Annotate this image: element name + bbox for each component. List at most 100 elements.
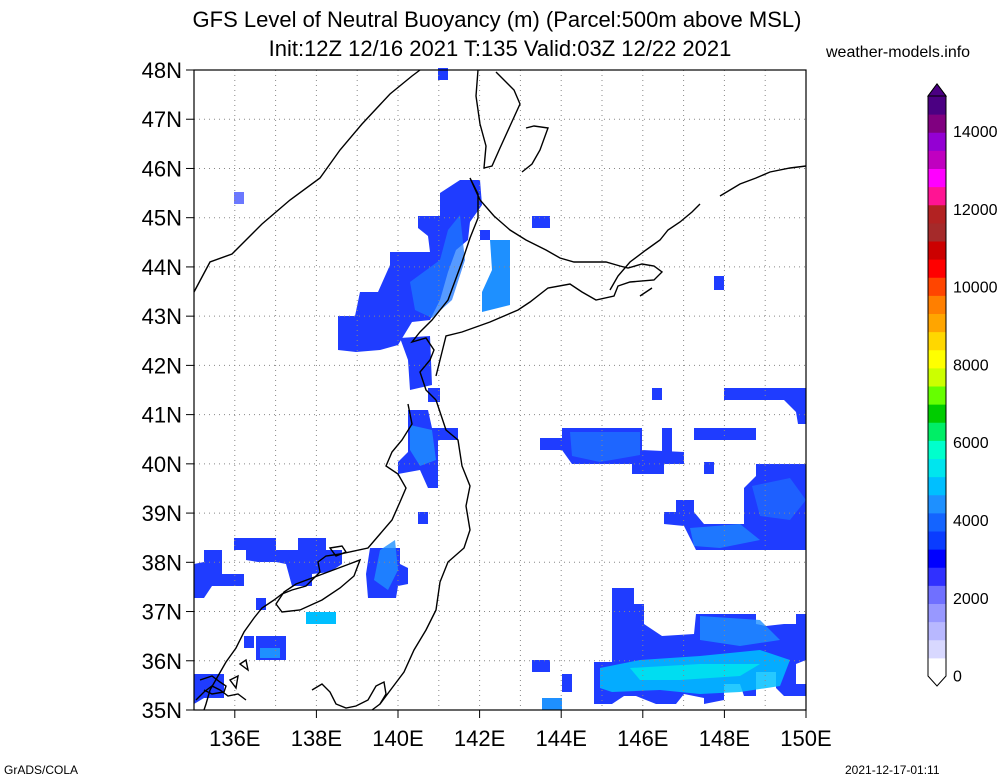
coast-hokkaido	[410, 177, 664, 401]
field-patch-y	[256, 598, 266, 610]
footer-timestamp: 2021-12-17-01:11	[845, 763, 940, 777]
field-patch-w	[194, 550, 244, 598]
lat-label: 42N	[142, 353, 182, 378]
colorbar-swatch	[928, 621, 946, 641]
lat-label: 39N	[142, 501, 182, 526]
colorbar-swatch	[928, 458, 946, 478]
colorbar-label: 4000	[953, 513, 989, 530]
lon-label: 138E	[291, 726, 342, 751]
site-label: weather-models.info	[826, 44, 971, 61]
colorbar-swatch	[928, 114, 946, 133]
colorbar-swatch	[928, 168, 946, 188]
field-patch-b	[482, 240, 510, 312]
colorbar-label: 12000	[953, 202, 998, 219]
field-patch-north	[338, 180, 482, 352]
coast-kuril	[609, 165, 807, 297]
colorbar-swatch	[928, 349, 946, 369]
colorbar-swatch	[928, 476, 946, 496]
field-patch-k2	[570, 432, 640, 462]
field-patch-o	[704, 462, 714, 474]
field-patch-f	[714, 276, 724, 290]
lat-label: 37N	[142, 600, 182, 625]
lat-label: 35N	[142, 698, 182, 723]
field-patch-p	[724, 388, 806, 424]
field-patch-s	[532, 660, 550, 672]
colorbar-label: 10000	[953, 280, 998, 297]
field-patch-l	[652, 388, 662, 400]
colorbar-swatch	[928, 639, 946, 659]
colorbar-swatch	[928, 331, 946, 351]
coast-honshu-east	[371, 399, 471, 711]
field-patch-m	[662, 428, 672, 452]
colorbar-label: 14000	[953, 124, 998, 141]
colorbar-swatch	[928, 132, 946, 151]
field-patch-c	[532, 216, 550, 228]
colorbar-swatch	[928, 96, 946, 115]
lat-label: 40N	[142, 452, 182, 477]
latitude-labels: 48N 47N 46N 45N 44N 43N 42N 41N 40N 39N 38N 37N 36N 3…	[142, 58, 194, 723]
lat-label: 43N	[142, 304, 182, 329]
coast-sakhalin	[475, 69, 549, 173]
lat-label: 45N	[142, 206, 182, 231]
lon-label: 144E	[536, 726, 587, 751]
colorbar-swatch	[928, 404, 946, 423]
field-patch-r3	[630, 664, 760, 680]
lat-label: 41N	[142, 403, 182, 428]
colorbar-label: 8000	[953, 357, 989, 374]
field-patch-q3	[752, 478, 806, 520]
lon-label: 150E	[780, 726, 831, 751]
lon-label: 148E	[699, 726, 750, 751]
colorbar-swatch	[928, 531, 946, 550]
field-patch-u	[542, 698, 562, 710]
colorbar	[927, 83, 947, 687]
colorbar-swatch	[928, 313, 946, 333]
chart-title: GFS Level of Neutral Buoyancy (m) (Parce…	[192, 7, 802, 32]
longitude-labels: 136E 138E 140E 142E 144E 146E 148E 150E	[209, 710, 832, 751]
coast-noto	[275, 558, 362, 613]
colorbar-swatch	[928, 241, 946, 260]
field-patch-t	[562, 674, 572, 692]
colorbar-swatch	[928, 657, 946, 677]
field-patch-j	[418, 512, 428, 524]
lon-label: 146E	[617, 726, 668, 751]
lat-label: 46N	[142, 156, 182, 181]
map-frame	[193, 69, 807, 711]
field-patch-h	[428, 388, 440, 402]
field-patch-z	[306, 612, 336, 624]
colorbar-labels: 14000 12000 10000 8000 6000 4000 2000 0	[953, 124, 998, 686]
lat-label: 38N	[142, 550, 182, 575]
colorbar-label: 6000	[953, 435, 989, 452]
field-patch-n	[694, 428, 756, 440]
colorbar-swatch	[928, 259, 946, 278]
chart-subtitle: Init:12Z 12/16 2021 T:135 Valid:03Z 12/2…	[268, 36, 732, 61]
colorbar-swatch	[928, 277, 946, 296]
lat-label: 47N	[142, 107, 182, 132]
lat-label: 36N	[142, 649, 182, 674]
colorbar-swatch	[928, 567, 946, 586]
coast-honshu-west	[203, 403, 413, 711]
field-patch-e	[438, 68, 448, 80]
colorbar-swatch	[928, 386, 946, 405]
colorbar-swatch	[928, 494, 946, 514]
coast-sw-honshu	[195, 685, 247, 701]
field-patch-r4	[700, 616, 780, 646]
lon-label: 140E	[372, 726, 423, 751]
field-patch-ab	[244, 636, 254, 648]
lat-label: 44N	[142, 255, 182, 280]
colorbar-swatch	[928, 186, 946, 206]
coast-mainland-asia	[193, 69, 421, 293]
coast-sado	[328, 545, 348, 557]
field-patch-ac	[260, 648, 280, 658]
colorbar-swatch	[928, 222, 946, 242]
field-patch-x2	[374, 540, 398, 590]
coast-shikoku-island	[228, 658, 250, 690]
colorbar-swatch	[928, 367, 946, 387]
lat-label: 48N	[142, 58, 182, 83]
field-patch-i2	[410, 425, 436, 466]
colorbar-swatch	[928, 295, 946, 314]
field-patch-q2	[690, 524, 760, 548]
colorbar-swatch	[928, 512, 946, 532]
field-patch-d	[234, 192, 244, 204]
colorbar-swatch	[928, 440, 946, 459]
